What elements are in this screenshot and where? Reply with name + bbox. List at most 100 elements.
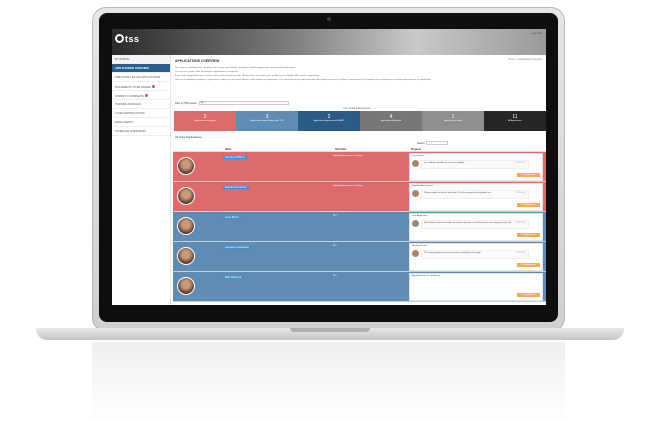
- avatar: [177, 187, 195, 205]
- tss-logo[interactable]: tss: [115, 34, 140, 44]
- avatar: [177, 217, 195, 235]
- progress-box: Application Sent to Embassy View Applicat…: [409, 273, 543, 301]
- avatar: [177, 277, 195, 295]
- status-tile[interactable]: 11 All Applications: [484, 111, 546, 131]
- sidebar-item[interactable]: YOUR CERTIFICATIONS: [112, 109, 170, 118]
- tile-count: 2: [327, 114, 331, 120]
- column-header-name[interactable]: Name: [225, 148, 232, 151]
- sidebar-item-label: PREVIOUSLY FILLED APPLICATIONS: [115, 76, 161, 79]
- info-text: This page is a dashboard or complete lit…: [175, 66, 541, 100]
- column-header-start-date[interactable]: Start Date: [335, 148, 347, 151]
- comment-bubble: We will need to discuss whether we need …: [421, 220, 529, 229]
- comment-avatar: [412, 190, 419, 197]
- tile-count: 1: [451, 114, 455, 120]
- progress-title: Visa Application: [412, 215, 428, 217]
- status-text: RFI: [333, 275, 337, 277]
- laptop-reflection: [92, 342, 565, 422]
- sidebar-item-label: FORMS TO COMPLETE: [115, 95, 144, 98]
- breadcrumb: Home > Applications Overview: [508, 58, 542, 61]
- tile-label: Applications Submitted: [380, 120, 402, 122]
- status-tile[interactable]: 4 Applications Submitted: [360, 111, 422, 131]
- sidebar-item[interactable]: EMAIL ALERTS: [112, 118, 170, 127]
- table-row[interactable]: Jesse Brown RFI Visa Application We will ne…: [173, 212, 546, 242]
- applications-table: Name Start Date Progress Aberdeen Willia…: [173, 147, 546, 302]
- comment-text: The working application has arrived in t…: [424, 252, 482, 254]
- table-row[interactable]: Jacqueline Koduvalasi RFI Working Permit Th…: [173, 242, 546, 272]
- logo-text: tss: [125, 34, 140, 44]
- sidebar-item-label: APPLICATIONS OVERVIEW: [115, 67, 149, 70]
- applicant-name-link[interactable]: Belinda Samuelsson: [223, 186, 249, 189]
- sidebar-item[interactable]: DOCUMENTS TO BE SIGNED: [112, 82, 170, 91]
- logout-link[interactable]: Log Out: [531, 31, 542, 35]
- tiles-heading: Your Holding Employees: [343, 107, 371, 110]
- column-header-progress[interactable]: Progress: [411, 148, 422, 151]
- comment-avatar: [412, 160, 419, 167]
- progress-title: Working Permit: [412, 245, 427, 247]
- sidebar-item[interactable]: SCHEDULE INTERVIEWS: [112, 127, 170, 136]
- sidebar-item[interactable]: MY PORTAL: [112, 55, 170, 64]
- view-application-button[interactable]: View Application: [517, 173, 540, 177]
- laptop-screen: tss Log Out Home > Applications Overview…: [112, 29, 546, 305]
- comment-text: We will need to discuss whether we need …: [424, 222, 512, 224]
- tile-count: 3: [265, 114, 269, 120]
- applicant-name-link[interactable]: Jesse Brown: [223, 216, 241, 219]
- progress-title: Consultation: [412, 155, 425, 157]
- status-tile[interactable]: 2 Applications Incomplete: [174, 111, 236, 131]
- tile-count: 11: [512, 114, 518, 120]
- sidebar-item[interactable]: TRAINING MODULES: [112, 100, 170, 109]
- info-line: If you have a large HR team or various s…: [175, 75, 321, 77]
- tile-label: Applications Closed: [444, 120, 462, 122]
- comment-text: Please provide us with an up to date CV …: [424, 192, 492, 194]
- status-text: RFI: [333, 245, 337, 247]
- camera-icon: [327, 17, 331, 21]
- laptop-notch: [290, 328, 370, 332]
- applicant-name-link[interactable]: Aberdeen Williams: [223, 156, 247, 159]
- info-line: Click on an individual employee / applic…: [175, 79, 432, 81]
- sidebar-item[interactable]: FORMS TO COMPLETE: [112, 91, 170, 100]
- progress-box: Visa Application We will need to discuss …: [409, 213, 543, 241]
- header-banner: tss Log Out: [112, 29, 546, 55]
- progress-box: Working Permit The working application ha…: [409, 243, 543, 271]
- main-content: APPLICATIONS OVERVIEW This page is a das…: [173, 55, 546, 305]
- hr-contact-select[interactable]: ALL: [199, 101, 289, 105]
- comment-date: 2012-05-01: [515, 162, 525, 164]
- alert-badge-icon: [144, 94, 148, 97]
- sidebar-item[interactable]: APPLICATIONS OVERVIEW: [112, 64, 170, 73]
- status-tiles: 2 Applications Incomplete 3 Applications Un…: [174, 111, 546, 131]
- comment-date: 2012-05-01: [515, 192, 525, 194]
- comment-bubble: Please provide us with an up to date CV …: [421, 190, 529, 199]
- tile-label: Applications Approved with HMRC: [313, 120, 345, 122]
- table-body: Aberdeen Williams Eligibility Assessment …: [173, 152, 546, 302]
- sidebar-item-label: TRAINING MODULES: [115, 103, 141, 106]
- view-application-button[interactable]: View Application: [517, 233, 540, 237]
- comment-bubble: Our validation deadline for access is el…: [421, 160, 529, 169]
- sidebar-item[interactable]: PREVIOUSLY FILLED APPLICATIONS: [112, 73, 170, 82]
- view-application-button[interactable]: View Application: [517, 293, 540, 297]
- table-row[interactable]: Belinda Samuelsson Eligibility Assessment…: [173, 182, 546, 212]
- filter-label: Filter by HR Contact:: [175, 102, 198, 105]
- status-tile[interactable]: 3 Applications Under Review with TSS: [236, 111, 298, 131]
- status-text: Eligibility Assessment Pending: [333, 155, 363, 157]
- status-tile[interactable]: 2 Applications Approved with HMRC: [298, 111, 360, 131]
- table-row[interactable]: Aberdeen Williams Eligibility Assessment …: [173, 152, 546, 182]
- search-input[interactable]: [426, 141, 448, 145]
- sidebar: MY PORTAL APPLICATIONS OVERVIEW PREVIOUSLY…: [112, 55, 171, 305]
- progress-box: Eligibility Assessment Please provide us …: [409, 183, 543, 211]
- search-label: Search:: [417, 142, 426, 145]
- applicant-name-link[interactable]: Mark Dalrymple: [223, 276, 244, 279]
- view-application-button[interactable]: View Application: [517, 203, 540, 207]
- sidebar-item-label: EMAIL ALERTS: [115, 121, 134, 124]
- sidebar-item-label: MY PORTAL: [115, 58, 130, 61]
- view-application-button[interactable]: View Application: [517, 263, 540, 267]
- table-row[interactable]: Mark Dalrymple RFI Application Sent to Emb…: [173, 272, 546, 302]
- applicant-name-link[interactable]: Jacqueline Koduvalasi: [223, 246, 251, 249]
- status-text: RFI: [333, 215, 337, 217]
- alert-badge-icon: [151, 85, 155, 88]
- status-text: Eligibility Assessment Pending: [333, 185, 363, 187]
- laptop-base: [36, 328, 624, 340]
- info-line: You can sort, search, filter and progres…: [175, 71, 238, 73]
- status-tile[interactable]: 1 Applications Closed: [422, 111, 484, 131]
- tile-label: Applications Under Review with TSS: [250, 120, 284, 122]
- sidebar-item-label: DOCUMENTS TO BE SIGNED: [115, 86, 151, 89]
